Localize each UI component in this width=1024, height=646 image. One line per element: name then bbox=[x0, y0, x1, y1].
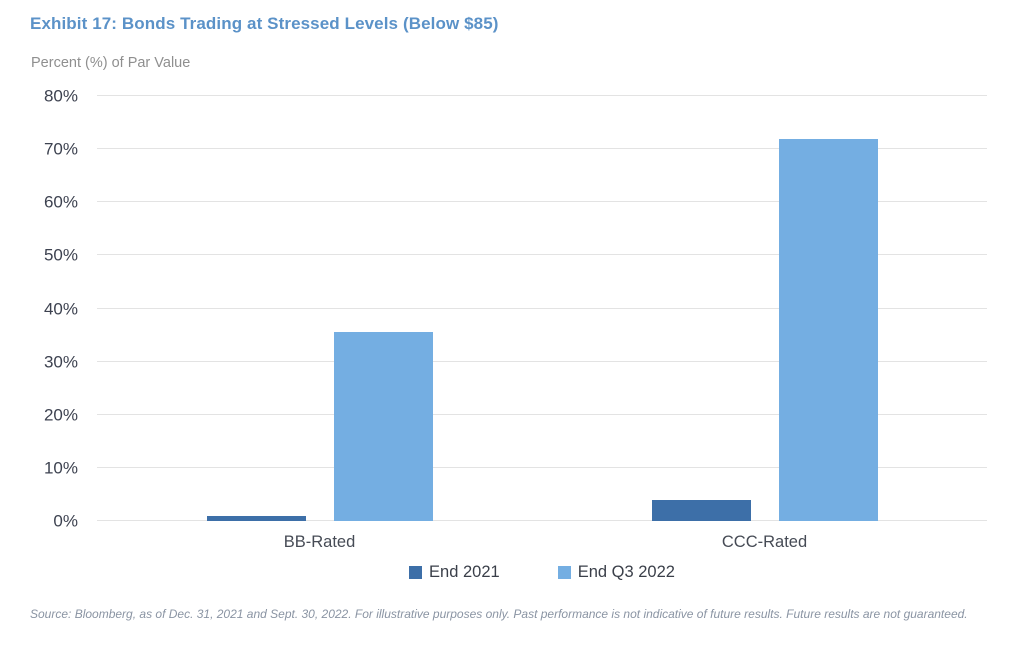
y-axis-title: Percent (%) of Par Value bbox=[31, 55, 191, 71]
gridline bbox=[97, 254, 987, 256]
y-tick-label: 80% bbox=[43, 86, 78, 106]
chart-legend: End 2021 End Q3 2022 bbox=[97, 563, 987, 582]
x-tick-label: BB-Rated bbox=[283, 533, 356, 551]
bar bbox=[778, 138, 878, 521]
y-tick-label: 40% bbox=[43, 299, 78, 318]
y-tick-label: 30% bbox=[43, 352, 78, 372]
y-tick-label: 70% bbox=[43, 139, 78, 159]
bar bbox=[333, 332, 433, 521]
gridline bbox=[97, 307, 987, 309]
legend-item: End 2021 bbox=[409, 563, 500, 582]
gridline bbox=[97, 466, 987, 468]
gridline bbox=[97, 148, 987, 150]
chart-title: Exhibit 17: Bonds Trading at Stressed Le… bbox=[30, 14, 499, 33]
y-tick-label: 0% bbox=[53, 511, 78, 531]
gridline bbox=[97, 520, 987, 521]
gridline bbox=[97, 201, 987, 203]
legend-label: End 2021 bbox=[429, 563, 500, 581]
legend-item: End Q3 2022 bbox=[557, 563, 675, 582]
gridline bbox=[97, 360, 987, 362]
y-tick-label: 20% bbox=[43, 405, 78, 425]
bar-group bbox=[97, 96, 542, 521]
bar bbox=[651, 499, 751, 521]
bar-group bbox=[542, 96, 987, 521]
y-tick-label: 10% bbox=[43, 458, 78, 478]
gridline bbox=[97, 413, 987, 415]
legend-swatch-icon bbox=[409, 566, 423, 579]
x-tick-label: CCC-Rated bbox=[721, 533, 808, 551]
plot-area bbox=[97, 95, 987, 521]
y-tick-label: 50% bbox=[43, 245, 78, 265]
legend-swatch-icon bbox=[557, 566, 571, 579]
bar bbox=[206, 515, 306, 521]
legend-label: End Q3 2022 bbox=[577, 563, 675, 581]
source-note: Source: Bloomberg, as of Dec. 31, 2021 a… bbox=[30, 607, 968, 621]
y-tick-label: 60% bbox=[43, 192, 78, 212]
gridline bbox=[97, 95, 987, 96]
x-axis-labels: BB-Rated CCC-Rated bbox=[97, 533, 987, 552]
y-axis-labels: 0% 10% 20% 30% 40% 50% 60% 70% 80% bbox=[0, 88, 78, 530]
